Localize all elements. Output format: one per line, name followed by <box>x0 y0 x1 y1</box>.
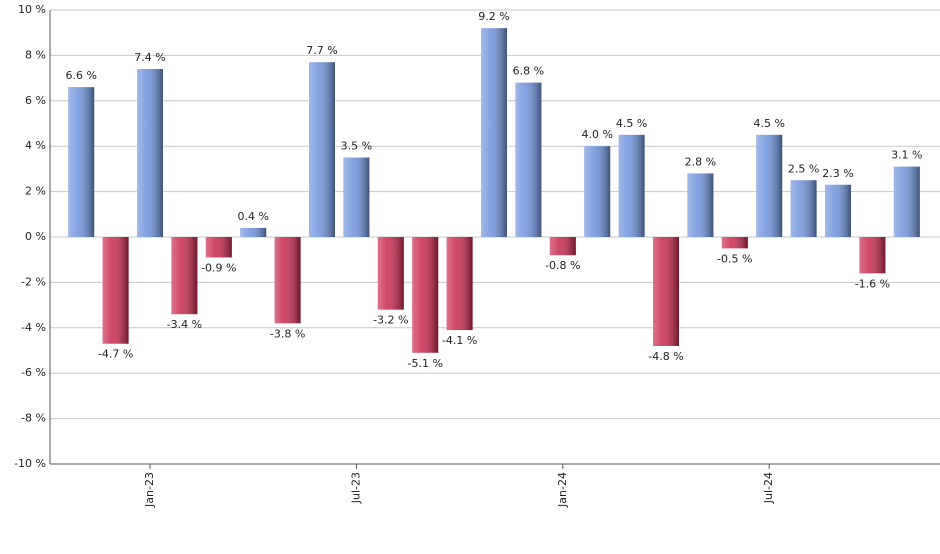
value-label: -0.5 % <box>717 252 752 265</box>
value-label: 4.5 % <box>616 117 647 130</box>
x-tick-label: Jul-24 <box>762 472 775 504</box>
x-tick-label: Jan-23 <box>143 472 156 508</box>
bar-shade <box>412 237 439 353</box>
value-label: -3.4 % <box>167 318 202 331</box>
bar-shade <box>893 166 920 237</box>
bar-shade <box>756 134 783 237</box>
bar-shade <box>687 173 714 237</box>
value-label: 4.0 % <box>581 128 612 141</box>
bar-shade <box>653 237 679 346</box>
value-label: -4.8 % <box>648 350 683 363</box>
bar-shade <box>446 237 473 331</box>
bar-shade <box>377 237 404 310</box>
value-label: -3.2 % <box>373 314 408 327</box>
value-label: -0.9 % <box>201 261 236 274</box>
y-tick-label: -2 % <box>21 275 46 288</box>
value-label: -4.7 % <box>98 348 133 361</box>
value-label: 6.8 % <box>513 65 544 78</box>
y-tick-label: 2 % <box>25 185 46 198</box>
value-label: -4.1 % <box>442 334 477 347</box>
bar-shade <box>618 134 645 237</box>
value-label: -5.1 % <box>407 357 442 370</box>
bar-shade <box>68 87 95 238</box>
value-label: 4.5 % <box>753 117 784 130</box>
y-tick-label: 4 % <box>25 139 46 152</box>
y-tick-label: 0 % <box>25 230 46 243</box>
y-tick-label: -4 % <box>21 321 46 334</box>
bar-shade <box>137 69 163 238</box>
value-label: 3.5 % <box>341 140 372 153</box>
x-tick-label: Jul-23 <box>349 472 362 504</box>
value-label: 7.7 % <box>306 44 337 57</box>
bar-shade <box>825 184 851 237</box>
bar-shade <box>549 237 576 256</box>
bar-shade <box>584 146 611 237</box>
bar-shade <box>205 237 232 258</box>
value-label: -0.8 % <box>545 259 580 272</box>
bar-shade <box>721 237 748 249</box>
bar-shade <box>859 237 886 274</box>
y-tick-label: 10 % <box>18 3 46 16</box>
bar-shade <box>481 28 507 237</box>
value-label: 6.6 % <box>65 69 96 82</box>
bar-shade <box>515 82 542 237</box>
y-tick-label: -10 % <box>14 457 46 470</box>
y-tick-label: 6 % <box>25 94 46 107</box>
bar-shade <box>171 237 198 315</box>
y-tick-label: -8 % <box>21 412 46 425</box>
value-label: 7.4 % <box>134 51 165 64</box>
value-label: 9.2 % <box>478 10 509 23</box>
y-tick-label: -6 % <box>21 366 46 379</box>
x-tick-label: Jan-24 <box>556 472 569 508</box>
value-label: 0.4 % <box>237 210 268 223</box>
bar-shade <box>274 237 301 324</box>
value-label: 2.3 % <box>822 167 853 180</box>
value-label: 3.1 % <box>891 149 922 162</box>
value-label: -3.8 % <box>270 327 305 340</box>
bar-shade <box>309 62 335 238</box>
bar-shade <box>240 227 267 237</box>
value-label: -1.6 % <box>855 277 890 290</box>
bar-shade <box>790 180 817 237</box>
value-label: 2.5 % <box>788 162 819 175</box>
value-label: 2.8 % <box>685 155 716 168</box>
y-tick-label: 8 % <box>25 48 46 61</box>
bar-shade <box>343 157 370 237</box>
bar-shade <box>102 237 129 344</box>
